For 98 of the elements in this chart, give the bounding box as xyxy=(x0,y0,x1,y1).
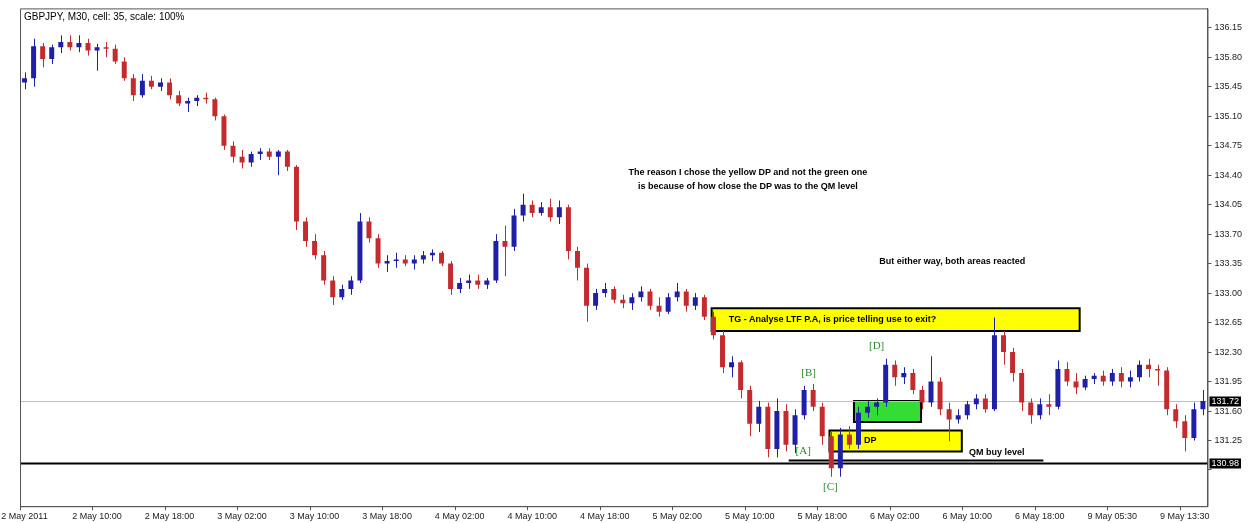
annotation: [C] xyxy=(823,479,838,492)
x-tick-label: 2 May 2011 xyxy=(1,511,48,522)
candlestick xyxy=(330,275,336,306)
y-tick-label: 136.15 xyxy=(1214,22,1242,33)
annotation: [A] xyxy=(795,444,811,457)
candlestick xyxy=(1028,397,1034,425)
candlestick xyxy=(919,385,925,410)
x-tick-label: 5 May 10:00 xyxy=(724,511,775,522)
x-tick-label: 3 May 02:00 xyxy=(217,511,267,522)
candlestick xyxy=(1118,366,1124,388)
y-tick-label: 131.60 xyxy=(1214,405,1242,416)
candlestick xyxy=(49,44,55,65)
candlestick xyxy=(683,288,689,313)
candlestick xyxy=(284,149,290,172)
x-tick-label: 4 May 02:00 xyxy=(434,511,485,522)
candlestick xyxy=(964,400,970,420)
candlestick xyxy=(946,402,952,442)
candlestick xyxy=(94,43,100,72)
chart-title: GBPJPY, M30, cell: 35, scale: 100% xyxy=(24,11,185,23)
candlestick xyxy=(846,425,852,450)
candlestick xyxy=(674,282,680,303)
candlestick xyxy=(312,233,318,260)
x-tick-label: 5 May 02:00 xyxy=(652,511,702,522)
candlestick xyxy=(810,383,816,412)
y-tick-label: 133.35 xyxy=(1214,258,1242,269)
candlestick xyxy=(130,73,136,102)
candlestick xyxy=(574,246,580,281)
ref-line-label: 131.72 xyxy=(1211,395,1239,406)
x-tick-label: 3 May 10:00 xyxy=(289,511,340,522)
candlestick xyxy=(1155,364,1161,387)
candlestick xyxy=(1037,397,1043,420)
band-label: TG - Analyse LTF P.A, is price telling use to exit? xyxy=(728,314,937,325)
x-tick-label: 6 May 18:00 xyxy=(1015,511,1065,522)
x-tick-label: 4 May 18:00 xyxy=(579,511,630,522)
candlestick xyxy=(656,296,662,318)
candlestick xyxy=(1136,359,1142,383)
candlestick xyxy=(1064,361,1070,387)
candlestick xyxy=(1046,393,1052,416)
candlestick xyxy=(112,44,118,65)
x-tick-label: 2 May 18:00 xyxy=(144,511,195,522)
candlestick xyxy=(756,400,762,433)
candlestick xyxy=(121,56,127,82)
x-tick-label: 4 May 10:00 xyxy=(507,511,557,522)
band-label: DP xyxy=(863,435,877,446)
candlestick xyxy=(892,359,898,387)
candlestick xyxy=(1182,414,1188,452)
y-tick-label: 132.30 xyxy=(1214,346,1242,357)
ref-line-label: 130.98 xyxy=(1211,457,1239,468)
x-tick-label: 3 May 18:00 xyxy=(362,511,412,522)
annotation: The reason I chose the yellow DP and not the green one xyxy=(628,167,868,178)
candlestick xyxy=(1010,347,1016,383)
y-tick-label: 134.40 xyxy=(1214,169,1242,180)
candlestick xyxy=(710,311,716,340)
candlestick xyxy=(366,216,372,244)
y-tick-label: 131.25 xyxy=(1214,434,1242,445)
candlestick xyxy=(1146,358,1152,378)
candlestick xyxy=(701,294,707,321)
candlestick xyxy=(239,149,245,169)
y-tick-label: 132.65 xyxy=(1214,317,1242,328)
y-tick-label: 133.00 xyxy=(1214,287,1242,298)
candlestick xyxy=(275,149,281,176)
x-tick-label: 6 May 02:00 xyxy=(869,511,920,522)
candlestick xyxy=(230,140,236,164)
x-tick-label: 9 May 05:30 xyxy=(1087,511,1138,522)
annotation: is because of how close the DP was to the QM level xyxy=(637,181,858,192)
candlestick xyxy=(593,288,599,311)
x-tick-label: 5 May 18:00 xyxy=(797,511,847,522)
candlestick xyxy=(556,199,562,225)
candlestick xyxy=(303,216,309,248)
x-tick-label: 2 May 10:00 xyxy=(72,511,122,522)
y-tick-label: 135.10 xyxy=(1214,110,1242,121)
candlestick xyxy=(502,225,508,277)
candlestick xyxy=(139,73,145,99)
x-tick-label: 9 May 13:30 xyxy=(1160,511,1210,522)
candlestick xyxy=(729,355,735,378)
y-tick-label: 131.95 xyxy=(1214,376,1242,387)
candlestick xyxy=(910,368,916,395)
ref-line-label: QM buy level xyxy=(969,447,1025,458)
annotation: [B] xyxy=(801,366,816,379)
candlestick xyxy=(547,198,553,222)
candlestick xyxy=(40,42,46,68)
candlestick xyxy=(665,292,671,315)
candlestick xyxy=(982,393,988,414)
candlestick xyxy=(167,77,173,100)
annotation: [D] xyxy=(868,339,885,352)
y-tick-label: 135.80 xyxy=(1214,51,1242,62)
x-tick-label: 6 May 10:00 xyxy=(942,511,993,522)
y-tick-label: 134.05 xyxy=(1214,199,1242,210)
candlestick xyxy=(1173,403,1179,429)
y-tick-label: 133.70 xyxy=(1214,228,1242,239)
annotation: But either way, both areas reacted xyxy=(879,255,1026,266)
candlestick xyxy=(348,275,354,296)
candlestick xyxy=(212,97,218,121)
candlestick xyxy=(1200,389,1206,416)
candlestick xyxy=(1001,330,1007,366)
candlestick xyxy=(520,193,526,222)
y-tick-label: 134.75 xyxy=(1214,140,1242,151)
y-tick-label: 135.45 xyxy=(1214,81,1242,92)
